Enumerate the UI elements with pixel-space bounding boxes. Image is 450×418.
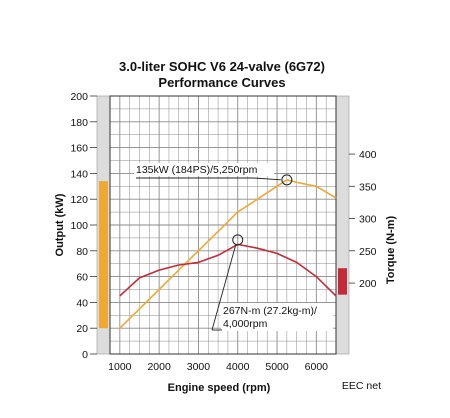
annotation-leader xyxy=(253,177,281,181)
y-right-tick-label: 400 xyxy=(359,149,377,161)
annotation-backdrop xyxy=(221,303,333,331)
y-left-tick-label: 160 xyxy=(70,143,88,155)
y-left-tick-label: 100 xyxy=(70,220,88,232)
peak-annotation-text: 267N-m (27.2kg-m)/ xyxy=(223,305,317,317)
y-left-tick-label: 40 xyxy=(76,297,88,309)
x-tick-label: 3000 xyxy=(187,361,211,373)
y-right-tick-label: 300 xyxy=(359,214,377,226)
torque-range-band xyxy=(338,268,347,295)
annotation-leader xyxy=(211,244,237,331)
y-right-tick-label: 250 xyxy=(359,246,377,258)
right-strip xyxy=(335,95,350,355)
x-tick-label: 1000 xyxy=(108,361,132,373)
x-tick-label: 5000 xyxy=(265,361,289,373)
y-left-tick-label: 120 xyxy=(70,194,88,206)
y-left-tick-label: 140 xyxy=(70,168,88,180)
y-axis-label-left: Output (kW) xyxy=(54,193,66,256)
torque-curve xyxy=(119,243,337,297)
peak-marker xyxy=(232,234,244,246)
range-bands xyxy=(99,181,347,329)
x-axis-label: Engine speed (rpm) xyxy=(168,382,271,394)
output-range-band xyxy=(99,181,108,329)
peak-annotation-text: 4,000rpm xyxy=(223,318,268,330)
y-left-tick-label: 0 xyxy=(82,349,88,361)
y-left-tick-label: 20 xyxy=(76,323,88,335)
y-right-tick-label: 200 xyxy=(359,278,377,290)
peak-annotation-text: 135kW (184PS)/5,250rpm xyxy=(136,164,258,176)
chart-title-line-2: Performance Curves xyxy=(158,75,285,90)
y-left-tick-label: 200 xyxy=(70,91,88,103)
y-left-tick-label: 60 xyxy=(76,272,88,284)
y-left-tick-label: 180 xyxy=(70,117,88,129)
x-tick-label: 2000 xyxy=(147,361,171,373)
y-right-tick-label: 350 xyxy=(359,181,377,193)
series-lines xyxy=(119,179,337,329)
y-left-tick-label: 80 xyxy=(76,246,88,258)
peak-marker xyxy=(281,174,293,186)
plot-frame xyxy=(109,95,337,355)
output-curve xyxy=(119,179,337,329)
annotations: 135kW (184PS)/5,250rpm 267N-m (27.2kg-m)/… xyxy=(134,163,333,331)
x-tick-label: 6000 xyxy=(305,361,329,373)
y-axis-label-right: Torque (N-m) xyxy=(385,216,397,285)
tick-labels: 1000 2000 3000 4000 5000 6000 0 20 40 60 80 100 120 1… xyxy=(70,91,376,373)
annotation-backdrop xyxy=(134,163,274,176)
eec-net-note: EEC net xyxy=(342,380,381,392)
x-tick-label: 4000 xyxy=(226,361,250,373)
chart-title-line-1: 3.0-liter SOHC V6 24-valve (6G72) xyxy=(119,59,325,74)
